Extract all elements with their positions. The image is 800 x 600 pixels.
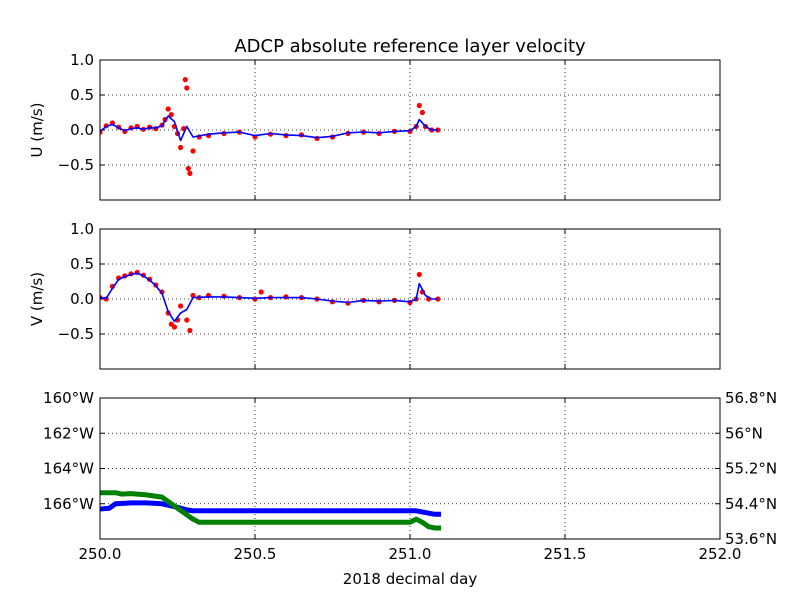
u-velocity-panel: −0.5 0.0 0.5 1.0 U (m/s) [28, 51, 721, 201]
smoothed-line [100, 272, 438, 323]
data-point [187, 327, 193, 334]
y-tick-label: 160°W [43, 389, 94, 407]
data-point [178, 144, 184, 151]
data-point [419, 109, 425, 116]
y-tick-label: 162°W [43, 424, 94, 442]
chart-title: ADCP absolute reference layer velocity [234, 36, 586, 57]
y-axis-label: U (m/s) [28, 103, 46, 158]
data-point [168, 112, 174, 118]
y-tick-label: −0.5 [58, 156, 94, 174]
right-y-tick-label: 55.2°N [725, 460, 777, 478]
plot-area [100, 269, 441, 334]
data-point [171, 324, 177, 330]
data-point [187, 170, 193, 176]
data-point [416, 271, 422, 278]
axes-frame [99, 397, 721, 540]
y-tick-label: 1.0 [70, 220, 94, 238]
data-point [258, 289, 264, 295]
latitude-line [100, 490, 441, 531]
y-tick-label: 0.5 [70, 86, 94, 104]
x-tick-label: 250.5 [234, 545, 277, 563]
axes-frame [99, 59, 721, 201]
y-tick-label: 0.5 [70, 255, 94, 273]
right-y-tick-label: 56°N [725, 424, 763, 442]
data-point [416, 102, 422, 109]
data-point [185, 165, 191, 172]
x-axis-label: 2018 decimal day [343, 570, 478, 588]
data-point [182, 77, 188, 83]
x-tick-label: 251.5 [544, 545, 587, 563]
y-tick-label: 164°W [43, 460, 94, 478]
data-point [190, 148, 196, 154]
axes-frame [99, 228, 721, 370]
right-y-tick-label: 54.4°N [725, 495, 777, 513]
plot-area [100, 490, 441, 531]
x-tick-label: 250.0 [79, 545, 122, 563]
data-point [178, 303, 184, 309]
data-point [184, 85, 190, 91]
x-tick-label: 252.0 [699, 545, 742, 563]
plot-area [100, 77, 441, 176]
y-tick-label: −0.5 [58, 325, 94, 343]
y-axis-label: V (m/s) [28, 272, 46, 326]
right-y-tick-label: 53.6°N [725, 530, 777, 548]
position-panel: 250.0 250.5 251.0 251.5 252.0 166°W 164°W 162°W… [43, 389, 777, 563]
y-tick-label: 0.0 [70, 290, 94, 308]
x-tick-label: 251.0 [389, 545, 432, 563]
data-point [165, 106, 171, 112]
v-velocity-panel: −0.5 0.0 0.5 1.0 V (m/s) [28, 220, 721, 370]
y-tick-label: 1.0 [70, 51, 94, 69]
y-tick-label: 0.0 [70, 121, 94, 139]
y-tick-label: 166°W [43, 495, 94, 513]
right-y-tick-label: 56.8°N [725, 389, 777, 407]
data-point [184, 317, 190, 323]
longitude-line [100, 500, 441, 517]
smoothed-line [100, 115, 438, 142]
